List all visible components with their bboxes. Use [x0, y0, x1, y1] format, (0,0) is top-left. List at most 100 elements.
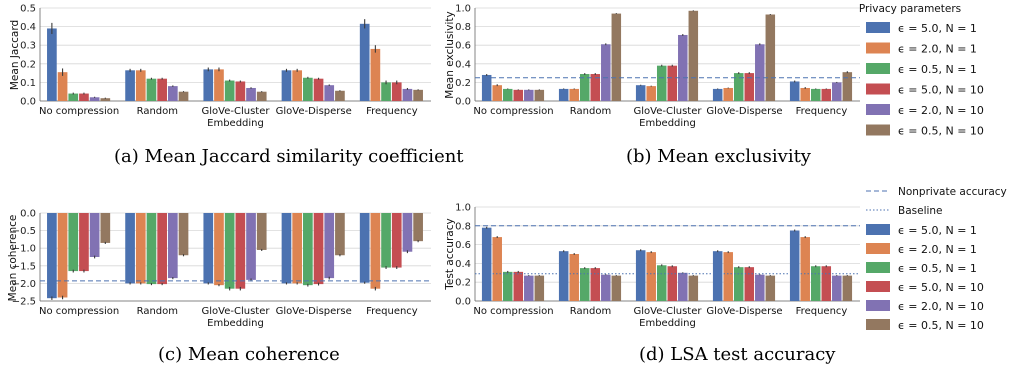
- bar: [646, 86, 656, 101]
- bar: [381, 213, 391, 268]
- bar: [79, 93, 89, 101]
- bar: [635, 85, 646, 101]
- bar: [256, 91, 267, 101]
- x-tick-label: GloVe-Disperse: [276, 306, 352, 317]
- bar: [646, 252, 656, 301]
- legend-swatch: [866, 124, 890, 136]
- bar: [492, 85, 502, 101]
- legend-label: ϵ = 5.0, N = 1: [898, 22, 977, 35]
- legend-swatch: [866, 300, 890, 311]
- bar: [370, 48, 381, 101]
- bar: [281, 70, 292, 101]
- bar: [246, 213, 256, 280]
- bar: [167, 86, 178, 101]
- bar: [281, 213, 292, 284]
- bar: [558, 88, 569, 101]
- bar: [601, 274, 611, 301]
- bar: [667, 65, 678, 101]
- y-tick-label: 0.0: [20, 209, 36, 220]
- bar: [765, 14, 776, 101]
- bar: [678, 272, 688, 301]
- bar: [789, 230, 800, 301]
- bar: [157, 78, 167, 101]
- bar: [47, 213, 57, 299]
- bar: [502, 88, 513, 101]
- bar: [47, 28, 57, 101]
- bar: [810, 88, 821, 101]
- y-tick-label: 0.2: [20, 59, 36, 70]
- bar: [744, 267, 755, 301]
- legend-swatch: [866, 319, 890, 330]
- bar: [359, 213, 370, 283]
- bar: [534, 275, 545, 301]
- bar: [370, 213, 381, 289]
- legend-title: Privacy parameters: [859, 3, 961, 15]
- bar: [224, 213, 235, 289]
- y-tick-label: 0.6: [455, 41, 471, 52]
- bar: [68, 213, 79, 272]
- bar: [755, 44, 765, 101]
- y-tick-label: −2.5: [12, 297, 36, 308]
- bar: [224, 80, 235, 101]
- bar: [167, 213, 178, 279]
- bar: [125, 213, 135, 284]
- bar: [590, 74, 601, 101]
- y-tick-label: 1.0: [455, 4, 471, 15]
- bar: [832, 275, 842, 301]
- bar: [214, 213, 224, 286]
- bar: [635, 250, 646, 301]
- y-tick-label: 0.0: [455, 97, 471, 108]
- bar: [611, 275, 622, 301]
- legend-swatch: [866, 262, 890, 273]
- y-axis-label: Test accuracy: [444, 218, 456, 290]
- caption-a: (a) Mean Jaccard similarity coefficient: [114, 146, 464, 167]
- x-tick-label: GloVe-Disperse: [706, 306, 782, 317]
- bar: [481, 227, 492, 301]
- bar: [292, 70, 303, 101]
- x-tick-label: GloVe-Cluster: [634, 106, 703, 117]
- caption-b: (b) Mean exclusivity: [626, 146, 811, 167]
- x-tick-label: Frequency: [796, 106, 848, 117]
- y-tick-label: 0.4: [455, 59, 471, 70]
- bar: [125, 70, 135, 101]
- x-tick-label: Random: [137, 306, 178, 317]
- x-tick-label: Frequency: [366, 106, 418, 117]
- y-tick-label: 0.6: [455, 240, 471, 251]
- legend-label: ϵ = 5.0, N = 1: [898, 224, 977, 237]
- bar: [842, 275, 853, 301]
- x-tick-label: Frequency: [366, 306, 418, 317]
- bar: [800, 237, 810, 301]
- y-tick-label: 0.4: [20, 22, 36, 33]
- bar: [656, 65, 667, 101]
- legend-swatch: [866, 243, 890, 254]
- chart-panel-a: 0.0 0.1 0.2 0.3 0.4 0.5 Mean Jaccard No compres…: [9, 4, 431, 129]
- x-tick-label: Random: [570, 306, 611, 317]
- bar: [558, 251, 569, 301]
- y-tick-label: −0.5: [12, 226, 36, 237]
- bar: [656, 265, 667, 301]
- bar: [335, 213, 345, 256]
- legend-label: Nonprivate accuracy: [898, 186, 1007, 198]
- legend-label: ϵ = 2.0, N = 1: [898, 243, 977, 256]
- bar: [832, 82, 842, 101]
- bar: [678, 34, 688, 101]
- y-tick-label: 0.2: [455, 278, 471, 289]
- y-tick-label: −2.0: [12, 279, 36, 290]
- x-tick-label: Embedding: [639, 318, 696, 329]
- y-tick-label: 0.2: [455, 78, 471, 89]
- legend-label: ϵ = 0.5, N = 1: [898, 262, 977, 275]
- bar: [146, 213, 157, 285]
- bar: [324, 213, 335, 279]
- bar: [57, 72, 68, 101]
- bar: [723, 87, 733, 101]
- x-tick-label: Embedding: [207, 318, 264, 329]
- y-tick-label: −1.5: [12, 261, 36, 272]
- caption-d: (d) LSA test accuracy: [639, 344, 836, 365]
- bar: [68, 93, 79, 101]
- bar: [524, 275, 534, 301]
- x-tick-label: No compression: [39, 306, 119, 317]
- x-tick-label: No compression: [473, 306, 553, 317]
- legend-swatch: [866, 104, 890, 115]
- x-tick-label: GloVe-Disperse: [706, 106, 782, 117]
- x-tick-label: Random: [570, 106, 611, 117]
